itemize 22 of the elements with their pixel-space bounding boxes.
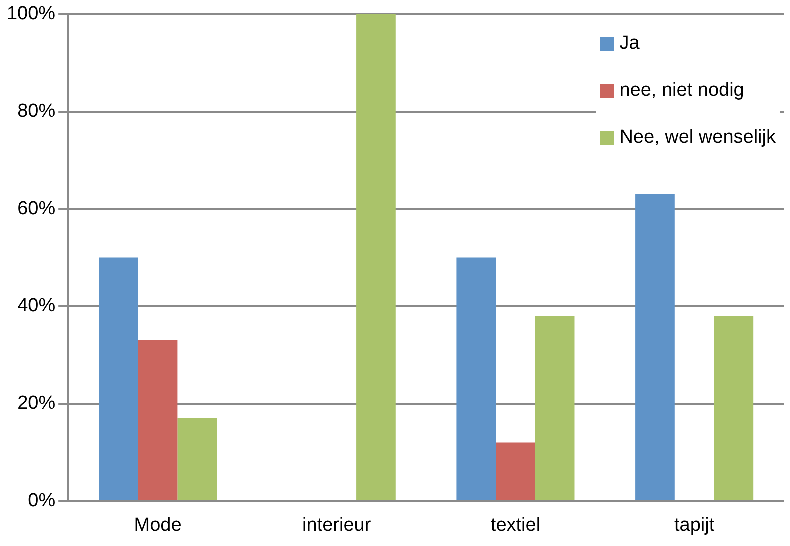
bar <box>99 258 138 500</box>
y-tick-label: 60% <box>18 198 56 220</box>
bar <box>714 316 754 500</box>
bar <box>178 418 218 500</box>
y-tick-label: 0% <box>28 490 56 512</box>
bar <box>356 14 396 500</box>
x-tick-label: textiel <box>490 514 541 536</box>
x-tick-label: interieur <box>302 514 372 536</box>
bar <box>636 194 675 500</box>
bar <box>456 258 496 500</box>
x-tick-label: Mode <box>134 514 182 536</box>
legend-label: nee, niet nodig <box>620 80 744 102</box>
x-tick-label: tapijt <box>674 514 716 536</box>
y-tick-label: 80% <box>18 100 56 122</box>
y-tick-label: 40% <box>18 296 56 317</box>
legend-label: Nee, wel wenselijk <box>620 126 776 149</box>
bar <box>496 442 536 500</box>
bar <box>138 340 178 500</box>
y-tick-label: 100% <box>6 4 56 25</box>
bar <box>535 316 575 500</box>
y-tick-label: 20% <box>18 393 56 414</box>
legend-label: Ja <box>620 32 640 55</box>
